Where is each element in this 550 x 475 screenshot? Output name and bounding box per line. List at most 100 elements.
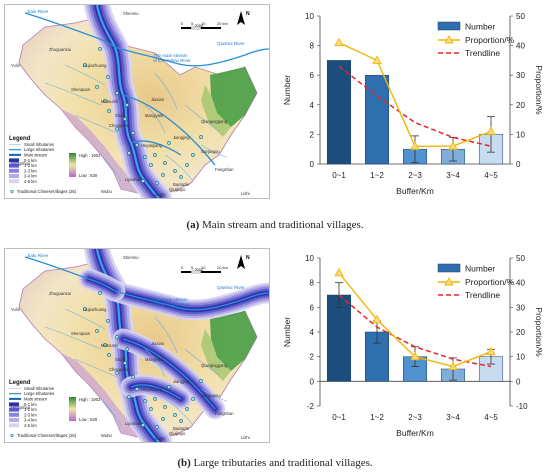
legend-title: Legend	[9, 380, 31, 386]
legend-buffer-label: 0-1 km	[24, 402, 37, 407]
village-marker	[135, 387, 139, 391]
village-marker	[115, 127, 119, 131]
large-tributary-line	[114, 46, 269, 67]
place-label: Hengshan	[11, 161, 31, 166]
elevation-gradient	[69, 153, 76, 177]
y-axis-title: Number	[282, 317, 292, 347]
bar-0~1	[326, 60, 352, 165]
proportion-marker	[372, 314, 382, 324]
scale-label: 20 km	[217, 265, 229, 270]
village-marker	[155, 425, 159, 429]
place-label: Sunjiagou	[201, 393, 220, 398]
village-marker	[141, 179, 145, 183]
river-label: The main stream of the Yellow River	[153, 53, 191, 63]
village-marker	[131, 131, 135, 135]
proportion-marker	[334, 37, 344, 47]
legend-buffer-label: 2-3 km	[24, 412, 37, 417]
village-marker	[98, 291, 102, 295]
village-marker	[123, 117, 127, 121]
village-marker	[83, 307, 87, 311]
y2-tick-label: 40	[516, 279, 525, 288]
village-marker	[155, 181, 159, 185]
place-label: Shenmu	[123, 11, 139, 16]
legend-label-number: Number	[465, 264, 495, 274]
legend-buffer-swatch	[9, 418, 19, 422]
small-tributary-line	[200, 144, 228, 158]
place-label: Qianqinggang	[201, 363, 228, 368]
scale-label: 5	[191, 21, 194, 26]
x-tick-label: 2~3	[408, 413, 422, 422]
place-label: Heyaojiang	[141, 387, 163, 392]
highland-area	[210, 67, 257, 127]
place-label: Xing	[195, 23, 204, 28]
x-tick-label: 1~2	[370, 413, 384, 422]
small-tributary-line	[184, 104, 220, 132]
proportion-marker	[410, 351, 420, 361]
small-tributary-line	[154, 316, 178, 354]
legend-line-label: Small tributaries	[24, 386, 54, 391]
y-tick-label: 6	[310, 303, 315, 312]
legend-marker-swatch	[444, 35, 454, 44]
place-label: Lishi	[241, 191, 250, 196]
legend-buffer-swatch	[9, 163, 19, 168]
place-label: Mutoushi	[101, 343, 118, 348]
village-marker	[98, 47, 102, 51]
chart-panel-b: -2 0 2 4 6 8 10 -10 0 10 20 30 40 50 0~1 1~2 2~3 3~4 4~5 Bu…	[278, 242, 546, 452]
elevation-high-label: High : 1902	[79, 153, 101, 158]
proportion-marker	[372, 55, 382, 64]
y2-axis-title: Proportion/%	[534, 307, 544, 357]
village-marker	[106, 319, 110, 323]
legend-buffer-swatch	[9, 168, 19, 173]
village-marker	[83, 63, 87, 67]
small-tributary-line	[164, 154, 194, 182]
legend-buffer-swatch	[9, 407, 19, 412]
river-label-line: of the Yellow River	[153, 58, 191, 63]
small-tributary-line	[164, 398, 194, 426]
y2-tick-label: 30	[516, 71, 525, 80]
village-marker	[143, 155, 147, 159]
x-tick-label: 1~2	[370, 171, 384, 180]
jialu-river-line	[24, 256, 90, 280]
place-label: Fangshan	[215, 167, 234, 172]
y-tick-label: 2	[310, 353, 315, 362]
x-tick-label: 3~4	[446, 171, 460, 180]
small-tributary-line	[74, 114, 118, 134]
scale-bar-segment	[190, 270, 202, 274]
legend-line-label: Main stream	[24, 152, 48, 157]
legend-buffer-swatch	[9, 174, 19, 178]
village-marker	[173, 413, 177, 417]
village-marker	[191, 153, 195, 157]
village-marker	[179, 175, 183, 179]
y2-tick-label: 50	[516, 12, 525, 21]
legend-title: Legend	[9, 136, 31, 142]
y2-tick-label: 50	[516, 254, 525, 263]
place-label: Jiangjing	[173, 379, 190, 384]
village-marker	[107, 109, 111, 113]
y2-tick-label: 20	[516, 328, 525, 337]
x-tick-label: 4~5	[484, 413, 498, 422]
river-label: Jialu River	[27, 253, 49, 258]
river-label-line: of the Yellow River	[153, 302, 191, 307]
legend-label-trendline: Trendline	[465, 48, 500, 58]
y-tick-label: 10	[305, 254, 314, 263]
place-label: Hengshan	[11, 405, 31, 410]
river-label: Qiushui River	[217, 285, 245, 290]
legend-line-label: Small tributaries	[24, 142, 54, 147]
legend-marker-swatch	[444, 277, 454, 286]
small-tributary-line	[100, 154, 122, 182]
legend-buffer-label: 3-4 km	[24, 418, 37, 423]
elevation-gradient	[69, 397, 76, 421]
y2-tick-label: 40	[516, 42, 525, 51]
river-label: Qiushui River	[217, 41, 245, 46]
place-label: Liulin	[155, 436, 165, 441]
highland-area	[210, 311, 257, 371]
map-panel-a: Shenmu Xing Yulin Hengshan Jiaxian Zhuguanzai…	[4, 4, 270, 199]
scale-label: 20 km	[217, 21, 229, 26]
place-label: Liujiazhuang	[83, 307, 107, 312]
village-marker	[143, 399, 147, 403]
legend-bar-swatch	[437, 263, 461, 273]
y2-tick-label: 0	[516, 160, 521, 169]
proportion-marker	[486, 126, 496, 135]
map-svg-b: Shenmu Xing Yulin Hengshan Jiaxian Zhuguanzai…	[9, 249, 269, 442]
place-label: Fangshan	[215, 411, 234, 416]
